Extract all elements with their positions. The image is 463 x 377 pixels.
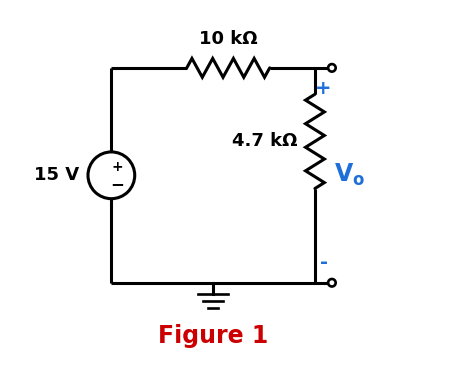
Circle shape: [327, 64, 335, 72]
Text: -: -: [319, 253, 327, 271]
Text: 4.7 kΩ: 4.7 kΩ: [232, 132, 297, 150]
Text: $\mathbf{V_o}$: $\mathbf{V_o}$: [333, 162, 364, 188]
Text: 10 kΩ: 10 kΩ: [199, 30, 257, 48]
Text: 15 V: 15 V: [34, 166, 79, 184]
Text: +: +: [111, 160, 123, 174]
Text: Figure 1: Figure 1: [158, 323, 268, 348]
Text: +: +: [315, 79, 331, 98]
Circle shape: [327, 279, 335, 287]
Text: −: −: [110, 175, 124, 193]
